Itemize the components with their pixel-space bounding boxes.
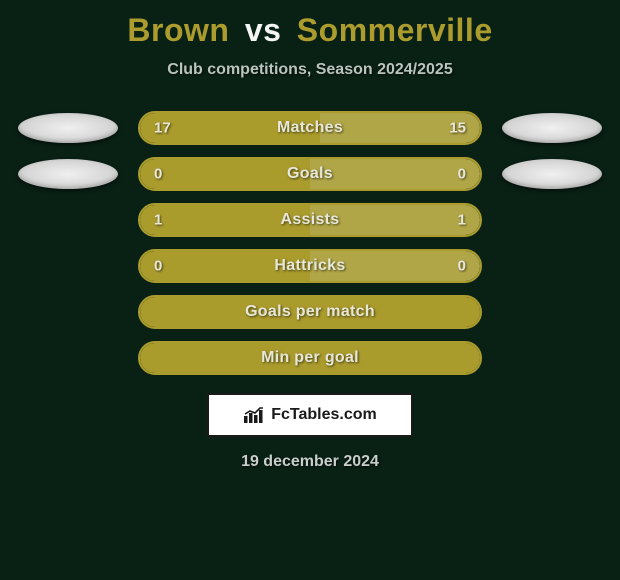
stat-rows: Matches1715Goals00Assists11Hattricks00Go… <box>0 111 620 375</box>
spacer <box>18 205 118 235</box>
spacer <box>502 205 602 235</box>
player1-mark-icon <box>18 159 118 189</box>
spacer <box>502 297 602 327</box>
title: Brown vs Sommerville <box>127 12 492 49</box>
stat-bar: Goals 0 0 <box>138 157 482 191</box>
stat-label: Assists <box>280 211 339 229</box>
stat-label: Hattricks <box>274 257 345 275</box>
date-label: 19 december 2024 <box>241 453 379 471</box>
badge-text: FcTables.com <box>271 406 377 424</box>
stat-row: Matches 17 15 <box>0 111 620 145</box>
stat-label: Min per goal <box>261 349 359 367</box>
bar-fill-left <box>140 159 310 189</box>
player2-mark-icon <box>502 159 602 189</box>
spacer <box>502 343 602 373</box>
player1-name: Brown <box>127 12 229 48</box>
stat-bar: Matches 17 15 <box>138 111 482 145</box>
stat-label: Matches <box>277 119 343 137</box>
player2-name: Sommerville <box>297 12 493 48</box>
stat-value-left: 1 <box>154 212 162 229</box>
stat-label: Goals per match <box>245 303 375 321</box>
spacer <box>18 297 118 327</box>
stat-value-left: 0 <box>154 258 162 275</box>
stat-bar: Min per goal <box>138 341 482 375</box>
player2-mark-icon <box>502 113 602 143</box>
stat-label: Goals <box>287 165 333 183</box>
comparison-infographic: Brown vs Sommerville Club competitions, … <box>0 0 620 471</box>
player1-mark-icon <box>18 113 118 143</box>
chart-icon <box>243 406 265 424</box>
subtitle: Club competitions, Season 2024/2025 <box>167 61 452 79</box>
spacer <box>18 251 118 281</box>
stat-value-right: 1 <box>458 212 466 229</box>
stat-bar: Assists 1 1 <box>138 203 482 237</box>
source-badge: FcTables.com <box>207 393 413 437</box>
stat-row: Hattricks 0 0 <box>0 249 620 283</box>
stat-value-right: 0 <box>458 258 466 275</box>
stat-value-left: 0 <box>154 166 162 183</box>
vs-label: vs <box>245 12 282 48</box>
bar-fill-right <box>310 159 480 189</box>
stat-row: Goals 0 0 <box>0 157 620 191</box>
stat-value-right: 0 <box>458 166 466 183</box>
stat-row: Goals per match <box>0 295 620 329</box>
spacer <box>18 343 118 373</box>
stat-value-right: 15 <box>449 120 466 137</box>
stat-row: Min per goal <box>0 341 620 375</box>
stat-row: Assists 1 1 <box>0 203 620 237</box>
stat-bar: Goals per match <box>138 295 482 329</box>
stat-bar: Hattricks 0 0 <box>138 249 482 283</box>
spacer <box>502 251 602 281</box>
stat-value-left: 17 <box>154 120 171 137</box>
